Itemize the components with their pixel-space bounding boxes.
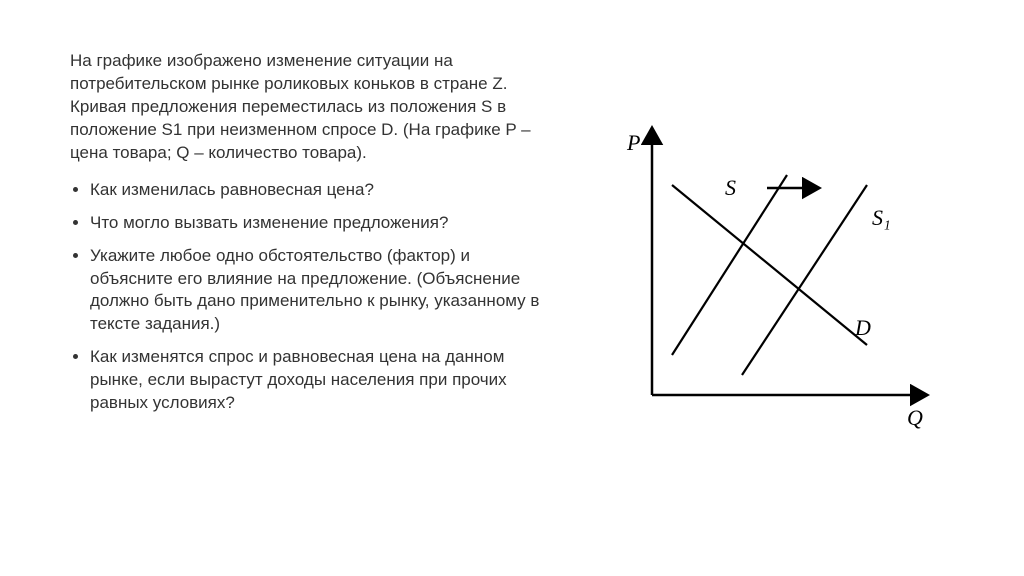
d-label: D [854,315,871,340]
supply-curve-s1 [742,185,867,375]
list-item: Что могло вызвать изменение предложения? [90,212,550,235]
p-axis-label: P [626,130,640,155]
demand-curve [672,185,867,345]
chart-column: P Q S S₁ D [550,50,994,546]
s1-label: S₁ [872,205,891,230]
supply-demand-chart: P Q S S₁ D [607,120,937,440]
chart-svg: P Q S S₁ D [607,120,937,440]
list-item: Как изменятся спрос и равновесная цена н… [90,346,550,415]
list-item: Укажите любое одно обстоятельство (факто… [90,245,550,337]
list-item: Как изменилась равновесная цена? [90,179,550,202]
page: На графике изображено изменение ситуации… [0,0,1024,576]
text-column: На графике изображено изменение ситуации… [70,50,550,546]
intro-paragraph: На графике изображено изменение ситуации… [70,50,550,165]
q-axis-label: Q [907,405,923,430]
s-label: S [725,175,736,200]
question-list: Как изменилась равновесная цена? Что мог… [70,179,550,415]
